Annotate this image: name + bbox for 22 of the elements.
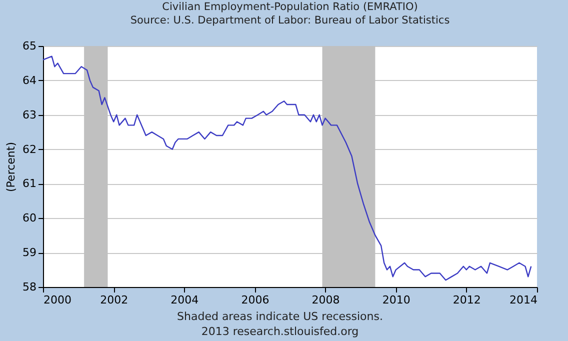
y-tick-label: 62 (22, 142, 36, 156)
chart-subtitle: Source: U.S. Department of Labor: Bureau of Labor Statistics (130, 14, 450, 26)
y-tick-label: 61 (22, 177, 36, 190)
chart-title: Civilian Employment-Population Ratio (EMRATIO) (162, 1, 418, 13)
x-tick-label: 2010 (382, 294, 410, 306)
y-tick-label: 60 (22, 212, 36, 225)
x-tick-label: 2004 (170, 294, 199, 306)
x-tick-label: 2000 (44, 294, 72, 306)
y-tick-label: 63 (22, 108, 36, 122)
text: Shaded areas indicate US recessions. (177, 310, 383, 323)
y-tick-label: 65 (22, 40, 36, 52)
y-tick-label: 64 (22, 74, 36, 87)
x-tick-label: 2006 (241, 294, 270, 306)
y-tick-label: 58 (22, 280, 36, 294)
line-series (42, 56, 532, 281)
x-tick-label: 2014 (510, 294, 538, 306)
y-tick-label: 59 (22, 246, 36, 260)
y-axis-title: (Percent) (4, 142, 18, 192)
x-tick-label: 2008 (312, 294, 340, 306)
x-tick-label: 2002 (100, 294, 128, 306)
text: 2013 research.stlouisfed.org (201, 325, 359, 338)
x-tick-label: 2012 (452, 294, 481, 306)
